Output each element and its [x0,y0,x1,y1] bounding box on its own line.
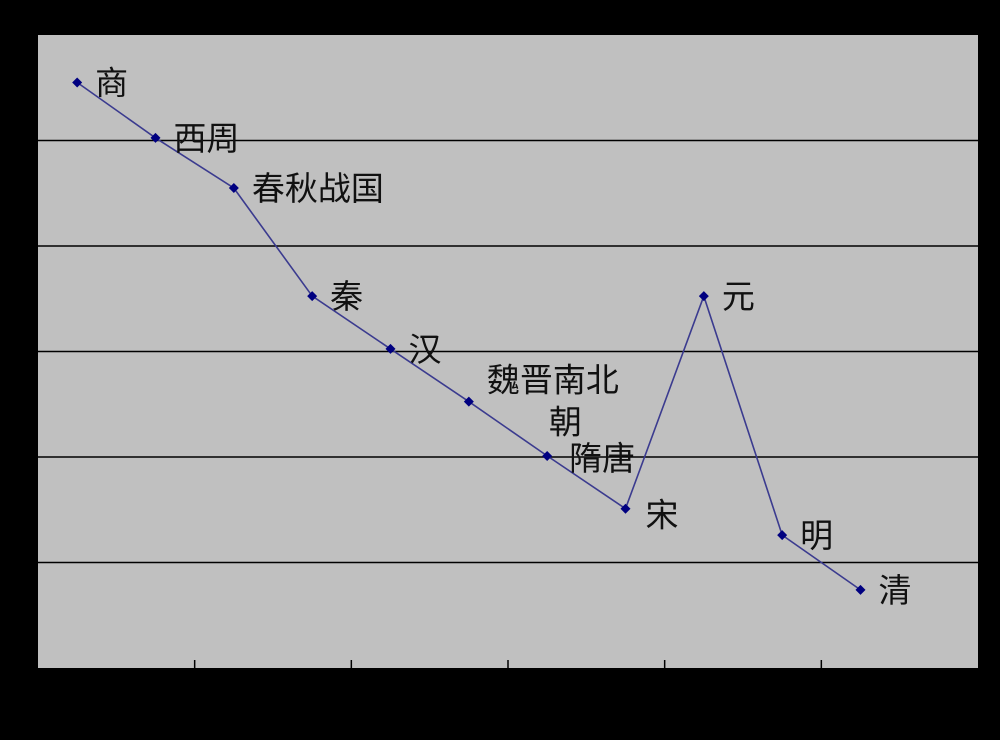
data-label: 隋唐 [569,439,635,478]
data-point-marker [620,503,631,514]
data-point-marker [855,584,866,595]
data-point-marker [777,530,788,541]
data-point-marker [698,291,709,302]
data-label: 秦 [330,277,363,316]
data-label: 汉 [409,330,442,369]
data-label: 朝 [549,403,582,442]
data-point-marker [463,396,474,407]
data-label: 元 [722,277,755,316]
data-point-marker [307,291,318,302]
data-label: 西周 [174,119,240,158]
data-label: 清 [879,571,912,610]
data-point-marker [150,132,161,143]
gridlines [38,139,978,564]
data-point-marker [542,450,553,461]
data-label: 魏晋南北 [487,361,619,400]
data-point-marker [228,182,239,193]
x-axis-ticks [193,660,823,668]
data-markers [72,77,866,595]
data-point-marker [72,77,83,88]
data-label: 明 [800,516,833,555]
data-point-marker [385,343,396,354]
data-label: 商 [95,63,128,102]
data-label: 宋 [646,496,679,535]
data-label: 春秋战国 [252,169,384,208]
